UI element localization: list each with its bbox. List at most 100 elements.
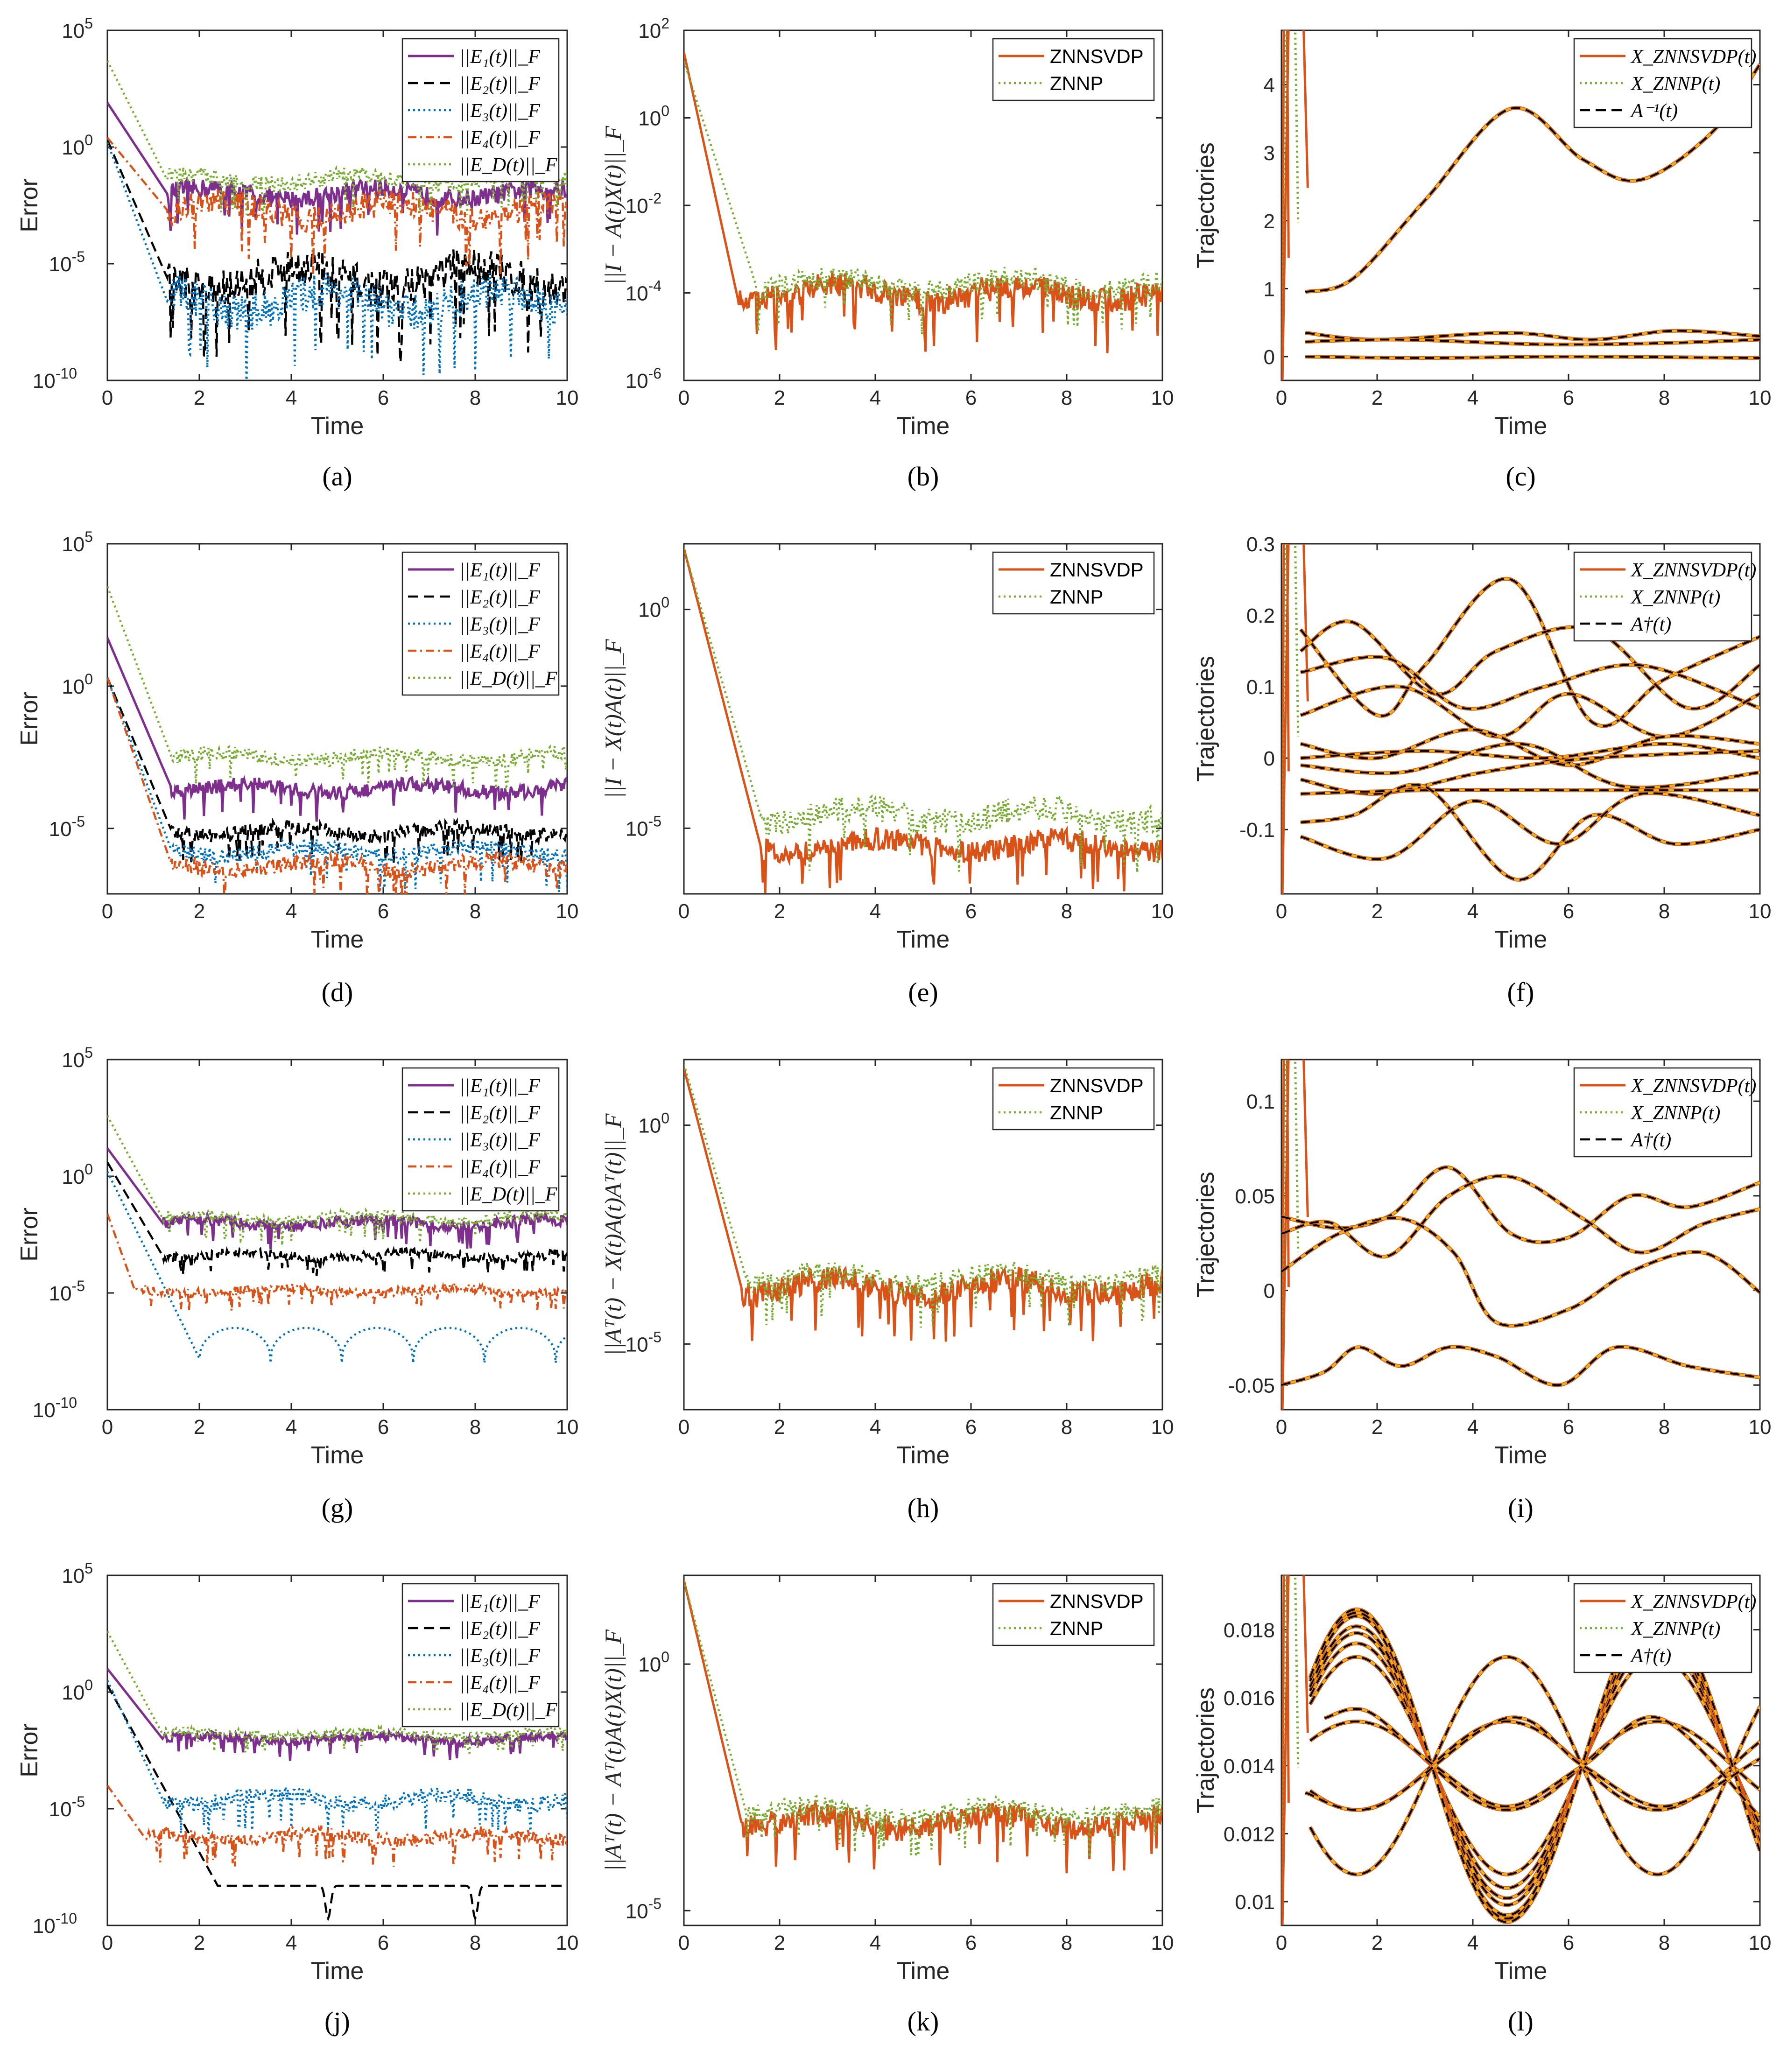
legend-label: ||E_D(t)||_F [459, 155, 557, 176]
y-tick-label: 0 [1264, 346, 1275, 369]
y-tick-label: 100 [638, 1110, 669, 1138]
x-tick-label: 4 [1467, 900, 1478, 923]
x-tick-label: 0 [102, 386, 113, 409]
y-tick-label: 1 [1264, 278, 1275, 301]
plot-lines [1281, 1060, 1760, 1410]
legend [1573, 38, 1752, 128]
y-tick-label: 100 [62, 1161, 93, 1188]
y-tick-label: 10-5 [49, 1278, 85, 1305]
x-tick-label: 10 [1749, 1416, 1772, 1439]
x-tick-label: 8 [470, 1932, 481, 1954]
legend [401, 1583, 560, 1728]
x-tick-label: 4 [870, 386, 881, 409]
legend-label: A†(t) [1630, 614, 1671, 635]
series-line-E3tF [107, 677, 567, 892]
trajectory-3-exact [1300, 685, 1760, 738]
trajectory-4-exact [1300, 729, 1760, 766]
series-line-E4tF [107, 677, 567, 894]
legend-label: ||E₄(t)||_F [459, 641, 540, 662]
y-tick-label: 102 [638, 15, 669, 42]
x-tick-label: 0 [678, 1416, 689, 1439]
y-tick-label: 0.1 [1246, 676, 1275, 699]
legend-label: ||E₂(t)||_F [459, 73, 540, 95]
transient-line [1281, 544, 1309, 894]
legend-label: X_ZNNP(t) [1630, 587, 1720, 608]
x-axis-label: Time [311, 1958, 364, 1985]
legend [1573, 551, 1752, 642]
x-tick-label: 0 [102, 1932, 113, 1954]
legend-label: ||E₂(t)||_F [459, 1103, 540, 1124]
panel-h: 0 2 4 6 8 10 Time 10-5 100 ||Aᵀ(t) − X(t)A(t)Aᵀ(t… [600, 1059, 1174, 1523]
panel-d: 0 2 4 6 8 10 Time 10-5 100 105 Error (d) ||E₁(t)||_F… [16, 528, 578, 1007]
x-tick-label: 8 [1061, 900, 1072, 923]
y-tick-label: 2 [1264, 210, 1275, 233]
series-line-EDtF [107, 1630, 567, 1754]
panel-caption: (b) [908, 461, 939, 492]
trajectory-9-exact [1300, 783, 1760, 881]
plot-area [683, 1574, 1163, 1926]
y-axis-label: Error [16, 692, 43, 746]
series-line-ZNNSVDP [684, 548, 1162, 893]
panel-l: 0 2 4 6 8 10 Time 0.01 0.012 0.014 0.016 0.018 Traje… [1192, 1574, 1771, 2037]
legend-label: ZNNP [1050, 72, 1103, 94]
x-axis-label: Time [1494, 413, 1548, 440]
y-axis-label: Trajectories [1192, 142, 1219, 268]
x-axis-label: Time [311, 1442, 364, 1469]
legend [992, 551, 1155, 615]
legend-label: ||E₄(t)||_F [459, 1672, 540, 1694]
x-tick-label: 2 [774, 1416, 785, 1439]
x-tick-label: 2 [194, 1416, 205, 1439]
series-line-ZNNP [684, 1580, 1162, 1857]
x-tick-label: 2 [774, 386, 785, 409]
legend-label: ||E_D(t)||_F [459, 668, 557, 689]
x-tick-label: 6 [965, 900, 977, 923]
trajectory-2-znnp [1300, 655, 1760, 710]
panel-b: 0 2 4 6 8 10 Time 10-6 10-4 10-2 100 102 ||I − A(t)X… [600, 15, 1174, 492]
series-line-E1tF [107, 637, 567, 822]
trajectory-2-exact [1281, 1217, 1760, 1327]
y-axis-label: Trajectories [1192, 1172, 1219, 1298]
x-tick-label: 6 [965, 1932, 977, 1954]
y-axis-label: Trajectories [1192, 1687, 1219, 1813]
y-tick-label: 10-10 [33, 1910, 77, 1938]
legend-label: ZNNP [1050, 586, 1103, 608]
x-tick-label: 6 [378, 1416, 389, 1439]
y-axis-label: Trajectories [1192, 656, 1219, 782]
x-tick-label: 4 [1467, 1932, 1478, 1954]
x-tick-label: 6 [378, 386, 389, 409]
series-line-EDtF [107, 1115, 567, 1246]
y-tick-label: 10-10 [33, 365, 77, 393]
series-line-E2tF [107, 1684, 567, 1922]
x-tick-label: 0 [102, 900, 113, 923]
x-tick-label: 6 [1563, 1416, 1574, 1439]
y-tick-label: 0.3 [1246, 533, 1275, 556]
y-tick-label: 100 [638, 594, 669, 622]
x-tick-label: 4 [286, 1932, 297, 1954]
panel-j: 0 2 4 6 8 10 Time 10-10 10-5 100 105 Error (j) ||E₁(t… [16, 1560, 578, 2037]
series-line-E4tF [107, 137, 567, 274]
x-tick-label: 10 [1151, 900, 1174, 923]
y-tick-label: 10-5 [626, 1895, 661, 1923]
trajectory-1-exact [1309, 1656, 1760, 1875]
y-tick-label: 105 [62, 528, 93, 556]
panel-k: 0 2 4 6 8 10 Time 10-5 100 ||Aᵀ(t) − Aᵀ(t)A(t)X(t… [600, 1574, 1174, 2037]
x-axis-label: Time [1494, 926, 1548, 953]
legend-label: ZNNSVDP [1050, 1075, 1144, 1096]
x-tick-label: 4 [870, 1932, 881, 1954]
y-tick-label: 0.016 [1224, 1687, 1275, 1710]
y-tick-label: 100 [62, 132, 93, 159]
series-line-EDtF [107, 586, 567, 790]
legend-label: X_ZNNSVDP(t) [1630, 560, 1756, 581]
trajectory-1-exact [1305, 330, 1760, 341]
legend-label: ||E₄(t)||_F [459, 127, 540, 149]
trajectory-a-exact [1324, 1708, 1760, 1818]
y-tick-label: -0.1 [1239, 819, 1275, 842]
x-tick-label: 6 [378, 900, 389, 923]
legend-label: ||E₁(t)||_F [459, 1591, 540, 1613]
plot-lines [684, 548, 1162, 893]
panel-c: 0 2 4 6 8 10 Time 0 1 2 3 4 Trajectories (c) X_ZNNSVDP… [1192, 29, 1771, 492]
x-tick-label: 10 [1749, 900, 1772, 923]
x-tick-label: 4 [870, 1416, 881, 1439]
x-tick-label: 6 [378, 1932, 389, 1954]
